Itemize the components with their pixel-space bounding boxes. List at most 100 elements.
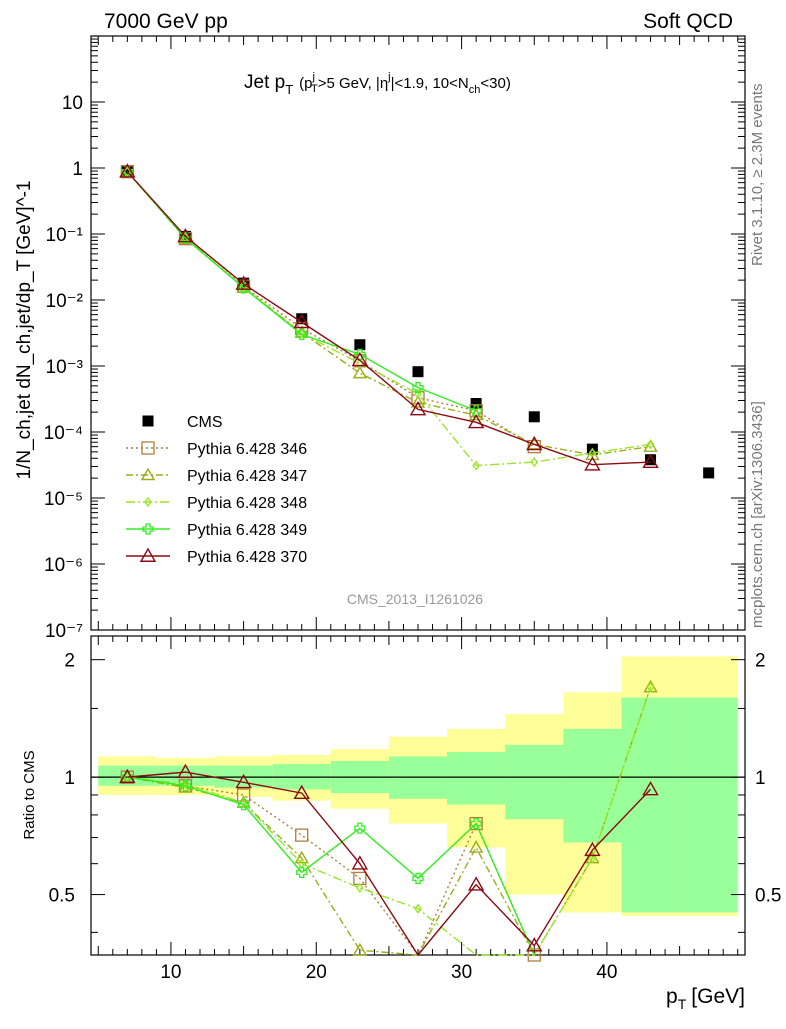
point-4-5: [412, 381, 424, 394]
ratio-point-0-2: [236, 788, 251, 802]
ratio-point-4-6: [467, 876, 485, 891]
series-4: [121, 166, 482, 417]
legend-marker-3: [144, 496, 152, 508]
series-line-2: [126, 171, 651, 456]
x-axis-label: pT [GeV]: [666, 985, 745, 1012]
top-y-tick-label: 10⁻¹: [46, 225, 84, 246]
point-2-4: [352, 365, 368, 379]
ratio-point-2-0: [123, 772, 132, 783]
series-1: [120, 165, 541, 454]
ratio-point-3-4: [354, 822, 366, 834]
x-tick-label-40: 40: [596, 962, 617, 983]
series-0: [121, 166, 715, 479]
header-left: 7000 GeV pp: [104, 10, 228, 33]
ratio-point-2-8: [588, 853, 597, 864]
x-axis-label-unit: [GeV]: [691, 985, 745, 1008]
point-5-5: [409, 400, 427, 416]
ratio-point-0-3: [295, 828, 309, 842]
ratio-point-3-2: [237, 799, 250, 811]
point-5-9: [642, 453, 659, 469]
series-5: [119, 163, 659, 471]
point-0-4: [354, 339, 366, 351]
plot-title: Jet pT (pj T>5 GeV, |ηj|<1.9, 10<Nch<30): [244, 71, 511, 97]
point-0-3: [296, 313, 308, 325]
title-cond: (p: [299, 75, 312, 92]
point-5-7: [526, 435, 543, 451]
point-3-6: [472, 460, 480, 471]
ratio-series-3: [121, 771, 535, 956]
title-eta-sup: j: [387, 71, 390, 83]
ratio-point-1-6: [468, 840, 484, 853]
point-5-6: [467, 413, 485, 429]
ratio-series-4: [119, 763, 659, 957]
legend-marker-1: [141, 441, 155, 455]
ratio-point-4-8: [584, 841, 601, 857]
point-0-6: [470, 398, 482, 410]
legend-entry-3: Pythia 6.428 348: [126, 495, 307, 512]
top-y-tick-label: 10⁻⁵: [44, 489, 83, 510]
legend-marker-2: [140, 467, 156, 481]
title-eta-rest: |<1.9, 10<N: [391, 75, 469, 92]
legend-label-2: Pythia 6.428 347: [187, 468, 307, 485]
ratio-y-tick-label-right: 2: [755, 651, 766, 672]
point-0-9: [645, 454, 657, 466]
point-3-9: [646, 439, 655, 450]
x-tick-label-20: 20: [306, 962, 327, 983]
legend-entry-4: Pythia 6.428 349: [126, 522, 307, 539]
top-y-tick-label: 10⁻⁷: [45, 621, 83, 642]
x-tick-label-30: 30: [451, 962, 472, 983]
title-nch-sub: ch: [469, 84, 481, 96]
point-2-5: [410, 395, 426, 408]
top-y-tick-label: 10⁻²: [46, 291, 84, 312]
point-3-0: [123, 166, 132, 177]
ratio-y-axis-label: Ratio to CMS: [21, 750, 38, 839]
ratio-y-tick-label: 1: [64, 768, 75, 789]
ratio-band-green-0: [98, 765, 157, 786]
ratio-band-green-6: [447, 751, 506, 805]
point-3-7: [530, 457, 539, 468]
ratio-point-4-7: [526, 937, 543, 952]
ratio-band-green-10: [679, 697, 738, 913]
ratio-band-green-7: [505, 744, 564, 820]
top-plot-frame: [90, 35, 746, 631]
ratio-y-tick-label-right: 1: [755, 768, 766, 789]
point-0-5: [412, 366, 424, 378]
point-5-1: [177, 227, 194, 243]
point-2-8: [585, 447, 600, 461]
ratio-line-4: [127, 771, 652, 957]
legend-entry-0: CMS: [142, 414, 223, 431]
ratio-point-3-6: [470, 817, 482, 830]
point-5-2: [235, 275, 252, 290]
series-layer: [119, 163, 715, 962]
x-axis-label-sub: T: [678, 996, 687, 1012]
axes-frame: 10 20 30 40 10 1 10⁻¹ 10⁻² 10⁻³ 10⁻⁴ 10⁻⁵ 10⁻⁶ 10⁻⁷ 2…: [44, 35, 781, 983]
legend-marker-0: [142, 415, 154, 427]
ratio-point-2-5: [414, 903, 422, 914]
legend: CMS Pythia 6.428 346 Pythia 6.428 347 Pythi…: [126, 414, 307, 566]
ratio-point-4-4: [351, 855, 369, 870]
legend-entry-2: Pythia 6.428 347: [126, 467, 307, 485]
ratio-band-green-9: [621, 697, 680, 913]
mcplots-label: mcplots.cern.ch [arXiv:1306.3436]: [749, 401, 766, 628]
legend-label-5: Pythia 6.428 370: [187, 549, 307, 566]
top-y-tick-label: 10⁻⁶: [44, 555, 83, 576]
analysis-watermark: CMS_2013_I1261026: [347, 591, 483, 607]
legend-marker-5: [139, 547, 157, 562]
ratio-line-2: [127, 686, 652, 956]
series-line-4: [126, 171, 477, 412]
title-main: Jet p: [244, 72, 285, 93]
title-end: <30): [480, 75, 510, 92]
legend-label-0: CMS: [187, 414, 223, 431]
ratio-point-3-5: [412, 872, 424, 885]
ratio-y-tick-label: 0.5: [49, 886, 75, 907]
legend-entry-1: Pythia 6.428 346: [126, 441, 307, 458]
title-main-sub: T: [285, 82, 293, 97]
series-line-5: [126, 171, 651, 466]
top-y-tick-label: 10⁻⁴: [44, 423, 83, 444]
ratio-point-2-9: [646, 682, 655, 693]
top-y-tick-label: 10⁻³: [46, 357, 84, 378]
legend-label-3: Pythia 6.428 348: [187, 495, 307, 512]
point-5-4: [351, 351, 369, 367]
point-4-6: [470, 405, 482, 417]
